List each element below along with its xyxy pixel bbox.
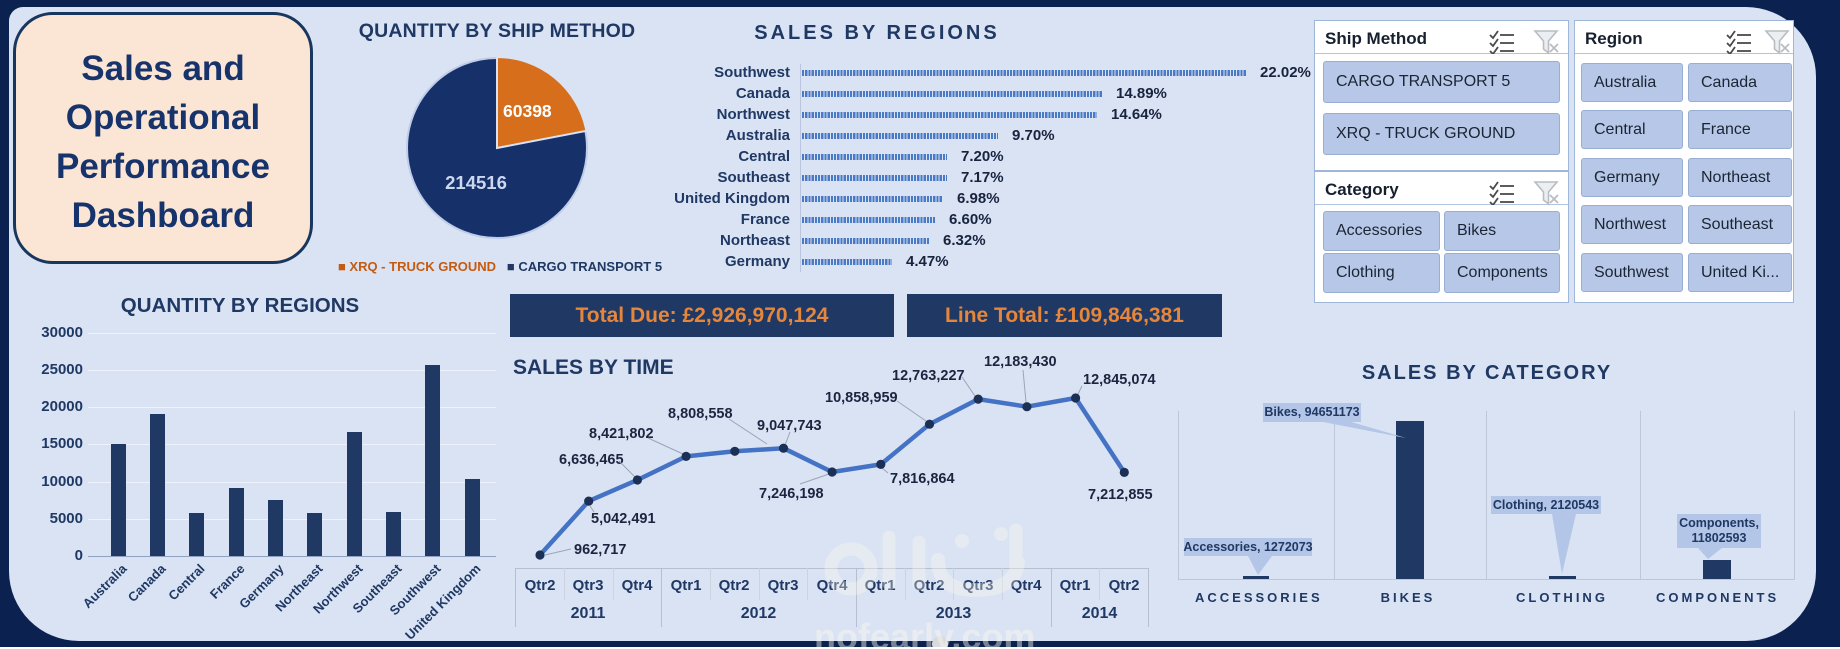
svg-text:nofearly.com: nofearly.com xyxy=(814,616,1035,647)
